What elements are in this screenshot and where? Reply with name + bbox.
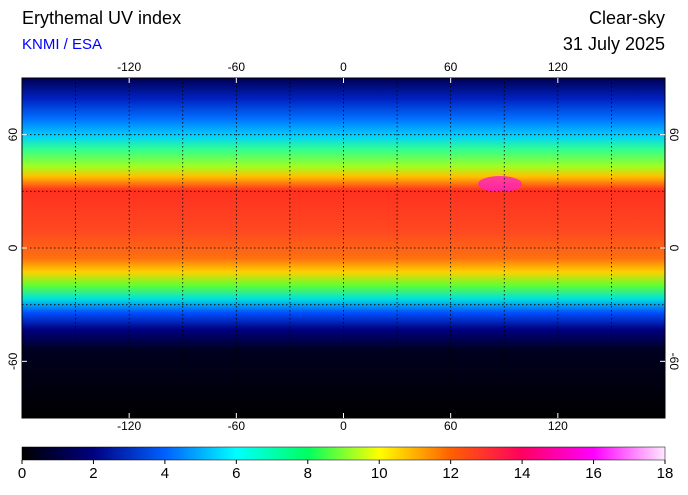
lon-tick-label: -60: [228, 419, 246, 433]
colorbar-tick-label: 18: [657, 465, 674, 482]
colorbar-tick-label: 8: [304, 465, 312, 482]
lon-tick-label: 120: [548, 60, 568, 74]
mode: Clear-sky: [589, 8, 665, 28]
colorbar-tick-label: 10: [371, 465, 388, 482]
lon-tick-label: -60: [228, 60, 246, 74]
lon-tick-label: 0: [340, 419, 347, 433]
source: KNMI / ESA: [22, 36, 102, 53]
colorbar-tick-label: 12: [442, 465, 459, 482]
lat-tick-label: 60: [6, 128, 20, 142]
lon-tick-label: 60: [444, 60, 458, 74]
lat-tick-label: -60: [667, 353, 681, 371]
title: Erythemal UV index: [22, 8, 181, 28]
graticule: [22, 78, 665, 418]
lon-tick-label: -120: [117, 60, 141, 74]
lon-tick-label: 120: [548, 419, 568, 433]
lon-tick-label: 60: [444, 419, 458, 433]
uv-hotspot: [478, 176, 522, 192]
colorbar-tick-label: 0: [18, 465, 26, 482]
colorbar-tick-label: 2: [89, 465, 97, 482]
colorbar-tick-label: 14: [514, 465, 531, 482]
colorbar-tick-label: 6: [232, 465, 240, 482]
colorbar: [21, 446, 666, 461]
lon-tick-label: -120: [117, 419, 141, 433]
date: 31 July 2025: [563, 34, 665, 54]
lat-tick-label: 0: [6, 244, 20, 251]
colorbar-tick-label: 4: [161, 465, 169, 482]
lat-tick-label: -60: [6, 352, 20, 370]
colorbar-tick-label: 16: [585, 465, 602, 482]
lat-tick-label: 60: [667, 128, 681, 142]
lon-tick-label: 0: [340, 60, 347, 74]
lat-tick-label: 0: [667, 245, 681, 252]
